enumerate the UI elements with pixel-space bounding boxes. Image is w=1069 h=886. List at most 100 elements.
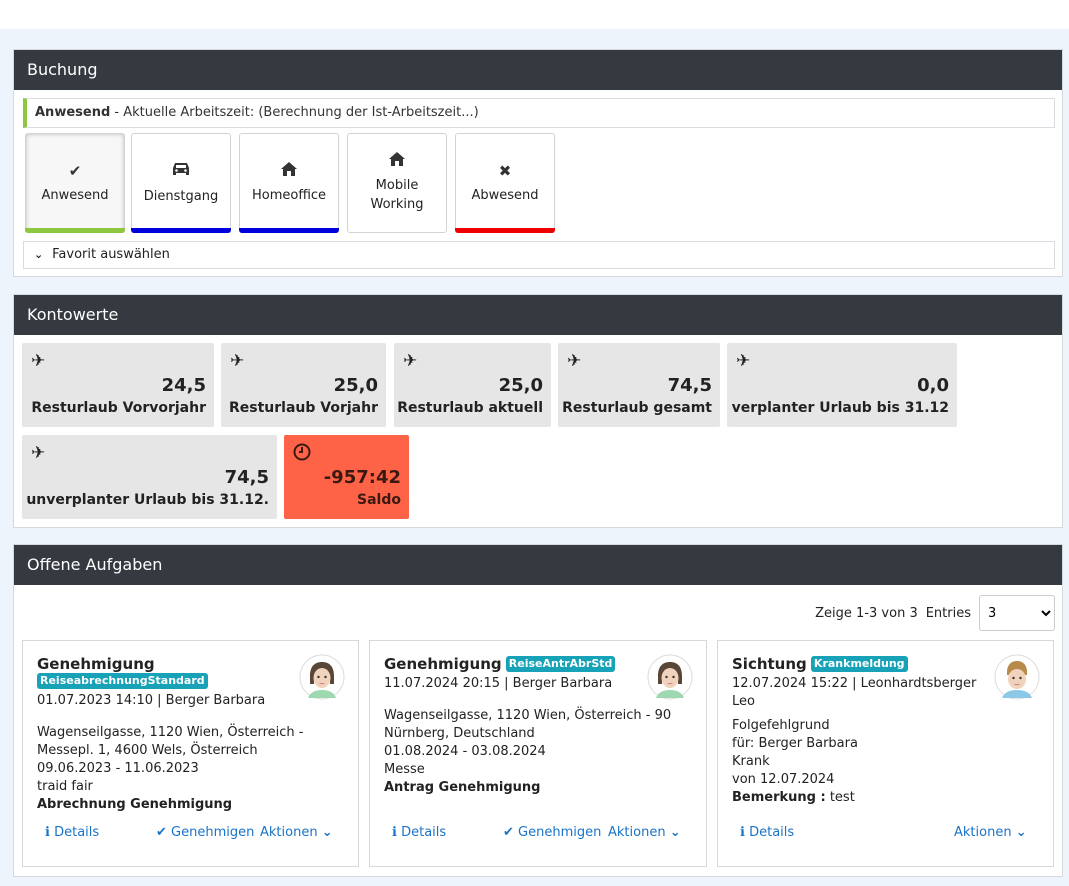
- avatar: [299, 654, 345, 700]
- entries-select[interactable]: 3: [979, 595, 1055, 631]
- task-badge: ReiseabrechnungStandard: [37, 673, 208, 689]
- dienstgang-label: Dienstgang: [143, 188, 219, 204]
- task-line: Folgefehlgrund: [732, 718, 830, 733]
- car-icon: [171, 161, 191, 181]
- mobile-working-label-1: Mobile: [375, 178, 419, 193]
- details-link[interactable]: ℹ Details: [392, 824, 446, 842]
- chevron-down-icon: ⌄: [1015, 825, 1027, 840]
- actions-menu[interactable]: Aktionen ⌄: [608, 824, 681, 842]
- buchung-panel-title: Buchung: [14, 50, 1062, 90]
- status-text: - Aktuelle Arbeitszeit: (Berechnung der …: [110, 105, 479, 120]
- task-badge: ReiseAntrAbrStd: [505, 656, 616, 672]
- clock-icon: [293, 443, 311, 466]
- dienstgang-button[interactable]: Dienstgang: [131, 133, 231, 233]
- info-icon: ℹ: [392, 825, 397, 840]
- home-icon: [389, 152, 405, 170]
- approve-label: Genehmigen: [171, 825, 255, 840]
- actions-menu[interactable]: Aktionen ⌄: [260, 824, 333, 842]
- chevron-down-icon: ⌄: [669, 825, 681, 840]
- task-actions: ℹ Details ✔ Genehmigen Aktionen ⌄: [384, 824, 692, 844]
- info-icon: ℹ: [740, 825, 745, 840]
- details-link[interactable]: ℹ Details: [740, 824, 794, 842]
- task-title: Genehmigung: [384, 655, 502, 673]
- task-actions: ℹ Details ✔ Genehmigen Aktionen ⌄: [37, 824, 344, 844]
- anwesend-bar: [25, 228, 125, 233]
- tile-label: Saldo: [357, 492, 401, 508]
- avatar: [994, 654, 1040, 700]
- mobile-working-button[interactable]: Mobile Working: [347, 133, 447, 233]
- task-card: Genehmigung ReiseabrechnungStandard 01.0…: [22, 640, 359, 867]
- aufgaben-panel: Offene Aufgaben Zeige 1-3 von 3 Entries …: [13, 544, 1063, 877]
- status-line: Anwesend - Aktuelle Arbeitszeit: (Berech…: [23, 98, 1055, 128]
- tile-label: Resturlaub gesamt: [562, 400, 712, 416]
- anwesend-label: Anwesend: [41, 187, 109, 203]
- tile-value: 24,5: [161, 375, 206, 396]
- task-actions: ℹ Details Aktionen ⌄: [732, 824, 1039, 844]
- kontowerte-panel: Kontowerte ✈ 24,5 Resturlaub Vorvorjahr …: [13, 294, 1063, 528]
- favorite-select[interactable]: ⌄ Favorit auswählen: [23, 241, 1055, 269]
- tile-resturlaub-gesamt[interactable]: ✈ 74,5 Resturlaub gesamt: [558, 343, 720, 427]
- task-line: Messe: [384, 762, 425, 777]
- plane-icon: ✈: [567, 351, 582, 371]
- task-title: Genehmigung: [37, 655, 155, 673]
- tile-value: 74,5: [224, 467, 269, 488]
- task-card: Sichtung Krankmeldung 12.07.2024 15:22 |…: [717, 640, 1054, 867]
- tile-value: -957:42: [323, 467, 401, 488]
- avatar: [647, 654, 693, 700]
- abwesend-button[interactable]: ✖ Abwesend: [455, 133, 555, 233]
- task-line: Nürnberg, Deutschland: [384, 726, 535, 741]
- status-bold: Anwesend: [35, 105, 111, 120]
- anwesend-button[interactable]: ✔ Anwesend: [25, 133, 125, 233]
- task-line: Krank: [732, 754, 770, 769]
- details-label: Details: [54, 825, 100, 840]
- check-icon: ✔: [68, 161, 82, 180]
- tile-verplanter-urlaub[interactable]: ✈ 0,0 verplanter Urlaub bis 31.12: [727, 343, 957, 427]
- tile-value: 0,0: [917, 375, 949, 396]
- info-icon: ℹ: [45, 825, 50, 840]
- plane-icon: ✈: [31, 351, 46, 371]
- approve-link[interactable]: ✔ Genehmigen: [503, 824, 601, 842]
- tile-saldo[interactable]: -957:42 Saldo: [284, 435, 409, 519]
- times-icon: ✖: [498, 161, 512, 180]
- task-status: Abrechnung Genehmigung: [37, 797, 233, 812]
- home-icon: [281, 161, 297, 180]
- task-title: Sichtung: [732, 655, 807, 673]
- entries-label: Entries: [925, 605, 971, 621]
- task-status: Antrag Genehmigung: [384, 780, 541, 795]
- tile-resturlaub-vorvorjahr[interactable]: ✈ 24,5 Resturlaub Vorvorjahr: [22, 343, 214, 427]
- mobile-working-label-2: Working: [370, 197, 424, 212]
- details-link[interactable]: ℹ Details: [45, 824, 99, 842]
- remark-value: test: [829, 790, 855, 805]
- approve-link[interactable]: ✔ Genehmigen: [156, 824, 254, 842]
- task-badge: Krankmeldung: [810, 656, 908, 672]
- actions-label: Aktionen: [608, 825, 666, 840]
- kontowerte-panel-title: Kontowerte: [14, 295, 1062, 335]
- pager: Zeige 1-3 von 3 Entries 3: [815, 595, 1055, 631]
- task-line: Messepl. 1, 4600 Wels, Österreich: [37, 743, 258, 758]
- tile-resturlaub-vorjahr[interactable]: ✈ 25,0 Resturlaub Vorjahr: [221, 343, 386, 427]
- task-line: Wagenseilgasse, 1120 Wien, Österreich -: [37, 725, 304, 740]
- dienstgang-bar: [131, 228, 231, 233]
- task-meta: 11.07.2024 20:15 | Berger Barbara: [384, 676, 613, 691]
- chevron-down-icon: ⌄: [34, 248, 44, 261]
- actions-menu[interactable]: Aktionen ⌄: [954, 824, 1027, 842]
- abwesend-label: Abwesend: [471, 187, 539, 203]
- details-label: Details: [401, 825, 447, 840]
- tile-label: unverplanter Urlaub bis 31.12.: [26, 492, 269, 508]
- check-circle-icon: ✔: [156, 825, 167, 840]
- top-bar: [0, 0, 1069, 29]
- tile-resturlaub-aktuell[interactable]: ✈ 25,0 Resturlaub aktuell: [394, 343, 551, 427]
- plane-icon: ✈: [736, 351, 751, 371]
- aufgaben-panel-title: Offene Aufgaben: [14, 545, 1062, 585]
- pager-text: Zeige 1-3 von 3: [815, 605, 918, 621]
- details-label: Details: [749, 825, 795, 840]
- homeoffice-button[interactable]: Homeoffice: [239, 133, 339, 233]
- tile-unverplanter-urlaub[interactable]: ✈ 74,5 unverplanter Urlaub bis 31.12.: [22, 435, 277, 519]
- actions-label: Aktionen: [954, 825, 1012, 840]
- chevron-down-icon: ⌄: [321, 825, 333, 840]
- task-line: Wagenseilgasse, 1120 Wien, Österreich - …: [384, 708, 672, 723]
- tile-label: verplanter Urlaub bis 31.12: [731, 400, 949, 416]
- task-line: von 12.07.2024: [732, 772, 835, 787]
- task-line: 01.08.2024 - 03.08.2024: [384, 744, 546, 759]
- tile-label: Resturlaub Vorjahr: [229, 400, 378, 416]
